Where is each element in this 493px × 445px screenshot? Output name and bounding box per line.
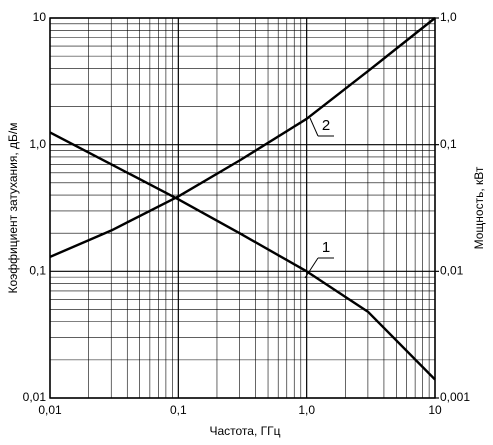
y-tick-label: 0,1 xyxy=(29,264,46,278)
y2-tick-label: 0,01 xyxy=(440,264,464,278)
y-tick-label: 1,0 xyxy=(29,137,46,151)
y-tick-label: 10 xyxy=(33,10,47,24)
curve xyxy=(49,131,436,381)
x-tick-label: 0,1 xyxy=(170,403,187,417)
x-tick-label: 0,01 xyxy=(38,403,62,417)
y-tick-label: 0,01 xyxy=(23,390,47,404)
curve xyxy=(49,17,436,259)
y2-tick-label: 0,1 xyxy=(440,137,457,151)
y2-tick-label: 0,001 xyxy=(440,390,470,404)
y2-tick-label: 1,0 xyxy=(440,10,457,24)
x-tick-label: 1,0 xyxy=(298,403,315,417)
curve-label: 2 xyxy=(322,117,330,134)
leader-line xyxy=(309,117,319,137)
y2-axis-label: Мощность, кВт xyxy=(472,166,486,249)
x-tick-label: 10 xyxy=(428,403,442,417)
plot-frame xyxy=(49,17,436,399)
x-axis-label: Частота, ГГц xyxy=(209,424,280,438)
y-axis-label: Коэффициент затухания, дБ/м xyxy=(6,123,20,294)
curve-label: 1 xyxy=(322,239,330,256)
